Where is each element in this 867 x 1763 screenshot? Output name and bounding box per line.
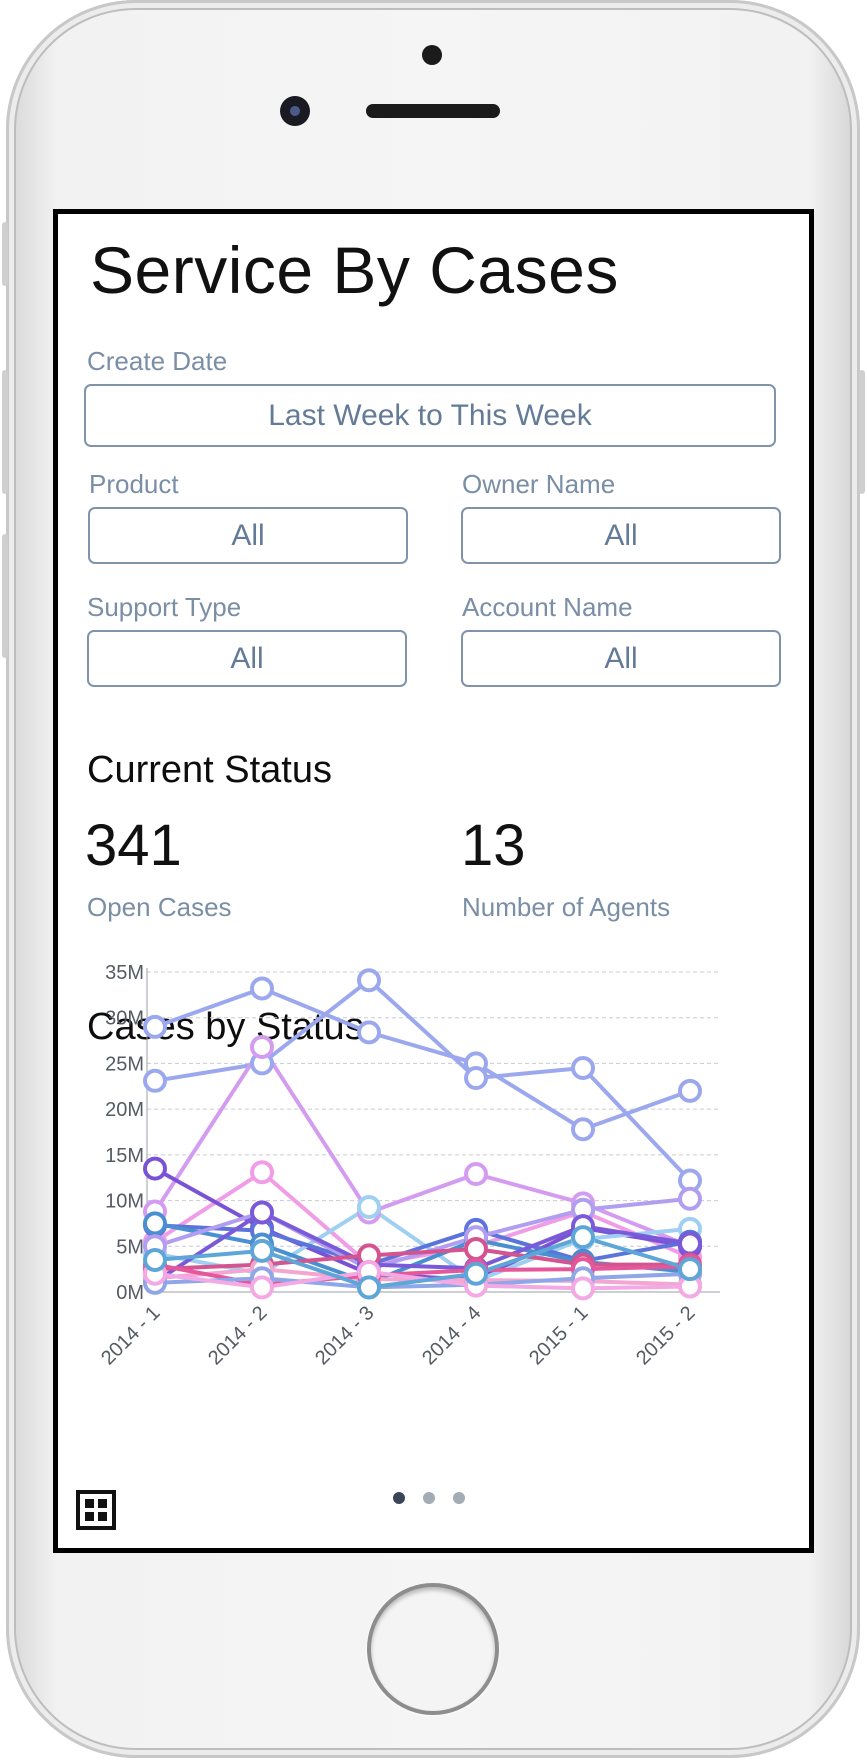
- owner-name-label: Owner Name: [462, 469, 616, 499]
- proximity-sensor: [422, 45, 442, 65]
- x-tick-label: 2015 - 1: [525, 1302, 592, 1369]
- data-point: [571, 1276, 595, 1301]
- support-type-label: Support Type: [87, 592, 242, 622]
- agents-label: Number of Agents: [462, 892, 671, 922]
- data-point: [357, 1275, 381, 1300]
- y-tick-label: 15M: [105, 1145, 144, 1167]
- series-line: [153, 1170, 691, 1267]
- y-tick-label: 10M: [105, 1191, 144, 1213]
- open-cases-label: Open Cases: [87, 892, 232, 922]
- data-point: [678, 1231, 702, 1256]
- page-dot[interactable]: [453, 1492, 465, 1504]
- data-point: [571, 1117, 595, 1142]
- data-point: [143, 1211, 167, 1236]
- grid-icon[interactable]: [76, 1490, 116, 1530]
- page-title: Service By Cases: [90, 233, 619, 307]
- data-point: [250, 1275, 274, 1300]
- data-point: [250, 976, 274, 1001]
- cases-by-status-chart: 0M 5M 10M 15M 20M 25M 30M 35M 2014 - 1 2014 - 2 20…: [97, 962, 720, 1369]
- data-point: [571, 1056, 595, 1080]
- mute-switch: [2, 222, 8, 286]
- data-point: [357, 1020, 381, 1045]
- data-point: [250, 1238, 274, 1263]
- data-point: [464, 1066, 488, 1091]
- data-point: [464, 1162, 488, 1187]
- product-label: Product: [89, 469, 179, 499]
- create-date-filter[interactable]: Last Week to This Week: [84, 384, 776, 447]
- power-button: [859, 370, 865, 494]
- page-dot[interactable]: [393, 1492, 405, 1504]
- current-status-title: Current Status: [87, 749, 332, 791]
- earpiece-speaker: [366, 104, 500, 118]
- data-point: [571, 1225, 595, 1250]
- y-tick-label: 5M: [116, 1236, 144, 1258]
- x-tick-label: 2014 - 4: [418, 1302, 485, 1369]
- x-tick-label: 2014 - 1: [97, 1302, 164, 1369]
- open-cases-value: 341: [85, 813, 182, 878]
- home-button[interactable]: [367, 1583, 499, 1715]
- account-name-filter[interactable]: All: [461, 630, 781, 687]
- front-camera: [280, 96, 310, 126]
- series-line: [154, 986, 691, 1132]
- data-point: [143, 1248, 167, 1272]
- data-point: [678, 1257, 702, 1282]
- x-tick-label: 2014 - 3: [311, 1302, 378, 1369]
- agents-value: 13: [461, 813, 526, 878]
- owner-name-filter[interactable]: All: [461, 507, 781, 564]
- data-point: [357, 968, 381, 993]
- y-tick-label: 35M: [105, 962, 144, 984]
- series-line: [154, 978, 692, 1182]
- data-point: [143, 1068, 167, 1093]
- y-tick-label: 20M: [105, 1099, 144, 1121]
- series-line: [154, 1271, 691, 1290]
- account-name-label: Account Name: [462, 592, 633, 622]
- product-filter[interactable]: All: [88, 507, 408, 564]
- y-tick-label: 0M: [116, 1282, 144, 1304]
- series-line: [153, 1210, 691, 1284]
- page-indicator: [393, 1492, 465, 1504]
- data-point: [464, 1237, 488, 1262]
- data-point: [464, 1261, 488, 1286]
- app-screen: Service By Cases Create Date Last Week t…: [53, 209, 814, 1553]
- support-type-filter[interactable]: All: [87, 630, 407, 687]
- y-tick-label: 30M: [105, 1008, 144, 1030]
- data-point: [357, 1194, 381, 1219]
- volume-down-button: [2, 534, 8, 658]
- series-line: [154, 1247, 690, 1272]
- x-tick-label: 2015 - 2: [632, 1302, 699, 1369]
- series-line: [154, 1223, 691, 1267]
- data-point: [143, 1156, 167, 1181]
- x-tick-label: 2014 - 2: [204, 1302, 271, 1369]
- data-point: [678, 1078, 702, 1103]
- y-tick-label: 25M: [105, 1053, 144, 1075]
- series-line: [154, 1262, 691, 1287]
- data-point: [250, 1034, 274, 1059]
- data-point: [250, 1160, 274, 1185]
- data-point: [678, 1186, 702, 1211]
- series-line: [153, 1044, 691, 1249]
- volume-up-button: [2, 370, 8, 494]
- create-date-label: Create Date: [87, 346, 228, 376]
- data-point: [250, 1200, 274, 1225]
- page-dot[interactable]: [423, 1492, 435, 1504]
- data-point: [143, 1014, 167, 1039]
- series-line: [154, 1235, 691, 1290]
